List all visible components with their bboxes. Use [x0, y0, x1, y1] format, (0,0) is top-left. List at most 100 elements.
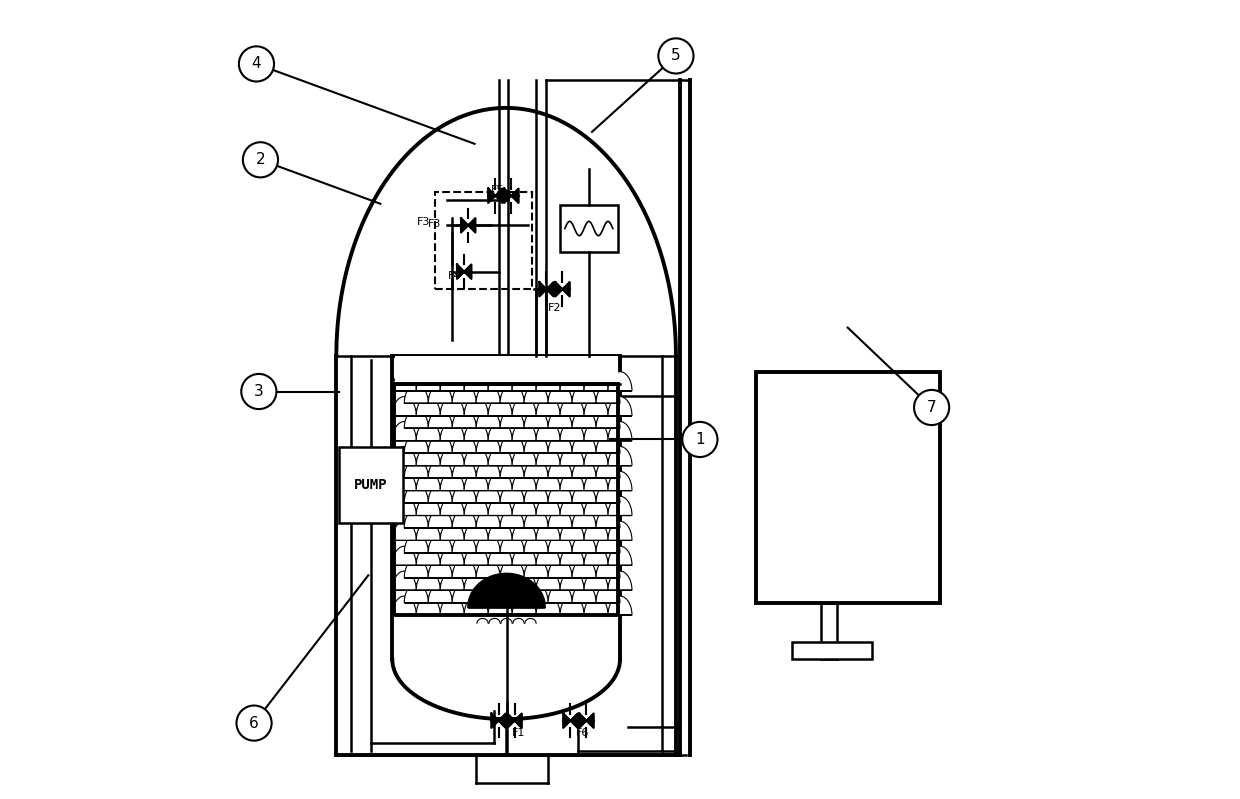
Bar	[394, 356, 618, 384]
Polygon shape	[489, 547, 512, 566]
Polygon shape	[500, 509, 525, 528]
Text: 4: 4	[252, 57, 262, 71]
Polygon shape	[584, 596, 608, 615]
Text: F6: F6	[577, 729, 589, 738]
Polygon shape	[404, 409, 428, 428]
Polygon shape	[440, 372, 464, 391]
Polygon shape	[500, 534, 525, 553]
Polygon shape	[536, 372, 560, 391]
Polygon shape	[596, 384, 620, 403]
Polygon shape	[560, 396, 584, 415]
Polygon shape	[392, 521, 417, 540]
Text: 1: 1	[696, 432, 704, 447]
Polygon shape	[428, 559, 453, 578]
Circle shape	[243, 142, 278, 177]
Polygon shape	[489, 521, 512, 540]
Circle shape	[682, 422, 718, 457]
Polygon shape	[417, 596, 440, 615]
Polygon shape	[417, 372, 440, 391]
Polygon shape	[572, 534, 596, 553]
Polygon shape	[428, 459, 453, 478]
Polygon shape	[417, 447, 440, 466]
Polygon shape	[505, 189, 518, 203]
Polygon shape	[572, 434, 596, 453]
Polygon shape	[453, 434, 476, 453]
Polygon shape	[596, 409, 620, 428]
Polygon shape	[608, 447, 632, 466]
Polygon shape	[428, 409, 453, 428]
Polygon shape	[608, 496, 632, 515]
Polygon shape	[440, 396, 464, 415]
Polygon shape	[392, 471, 417, 491]
Polygon shape	[464, 571, 489, 590]
Polygon shape	[608, 372, 632, 391]
Polygon shape	[500, 434, 525, 453]
Circle shape	[239, 46, 274, 81]
Polygon shape	[525, 509, 548, 528]
Bar	[339, 447, 403, 523]
Polygon shape	[608, 422, 632, 441]
Text: 5: 5	[671, 49, 681, 63]
Polygon shape	[536, 471, 560, 491]
Polygon shape	[440, 547, 464, 566]
Polygon shape	[596, 534, 620, 553]
Polygon shape	[404, 459, 428, 478]
Polygon shape	[440, 521, 464, 540]
Polygon shape	[392, 571, 417, 590]
Polygon shape	[453, 459, 476, 478]
Polygon shape	[464, 396, 489, 415]
Polygon shape	[428, 484, 453, 503]
Text: F5: F5	[491, 185, 503, 195]
Polygon shape	[560, 447, 584, 466]
Polygon shape	[512, 447, 536, 466]
Polygon shape	[572, 484, 596, 503]
Polygon shape	[512, 571, 536, 590]
Polygon shape	[596, 459, 620, 478]
Polygon shape	[536, 496, 560, 515]
Polygon shape	[512, 596, 536, 615]
Polygon shape	[548, 409, 572, 428]
Polygon shape	[489, 496, 512, 515]
Polygon shape	[584, 396, 608, 415]
Polygon shape	[560, 496, 584, 515]
Polygon shape	[476, 434, 500, 453]
Polygon shape	[476, 384, 500, 403]
Polygon shape	[608, 547, 632, 566]
Polygon shape	[560, 547, 584, 566]
Text: F2: F2	[548, 303, 562, 312]
Polygon shape	[476, 559, 500, 578]
Polygon shape	[560, 422, 584, 441]
Polygon shape	[453, 559, 476, 578]
Polygon shape	[560, 372, 584, 391]
Polygon shape	[536, 396, 560, 415]
Polygon shape	[548, 384, 572, 403]
Polygon shape	[464, 547, 489, 566]
Polygon shape	[525, 434, 548, 453]
Polygon shape	[596, 559, 620, 578]
Circle shape	[242, 374, 277, 409]
Polygon shape	[453, 509, 476, 528]
Polygon shape	[417, 471, 440, 491]
Polygon shape	[512, 471, 536, 491]
Polygon shape	[525, 409, 548, 428]
Circle shape	[658, 38, 693, 74]
Circle shape	[914, 390, 949, 425]
Polygon shape	[584, 571, 608, 590]
Polygon shape	[500, 559, 525, 578]
Polygon shape	[417, 396, 440, 415]
Polygon shape	[584, 547, 608, 566]
Polygon shape	[512, 372, 536, 391]
Polygon shape	[428, 509, 453, 528]
Polygon shape	[572, 384, 596, 403]
Polygon shape	[491, 714, 506, 728]
Polygon shape	[512, 521, 536, 540]
Polygon shape	[548, 509, 572, 528]
Polygon shape	[500, 409, 525, 428]
Polygon shape	[560, 571, 584, 590]
Polygon shape	[489, 471, 512, 491]
Polygon shape	[440, 496, 464, 515]
Polygon shape	[417, 422, 440, 441]
Polygon shape	[596, 434, 620, 453]
Polygon shape	[464, 422, 489, 441]
Polygon shape	[500, 384, 525, 403]
